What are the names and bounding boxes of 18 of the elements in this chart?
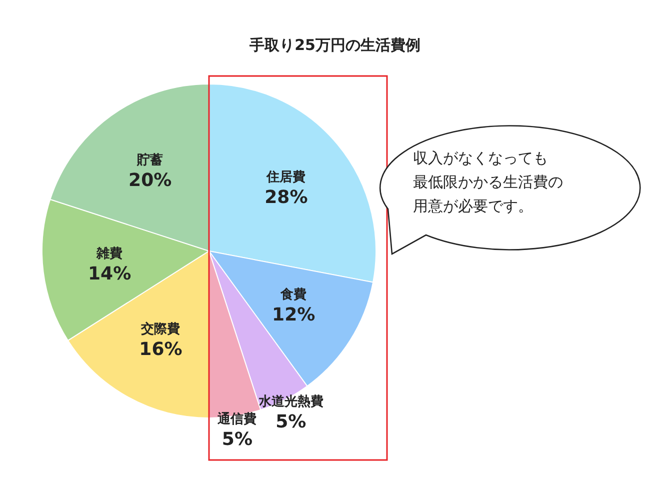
slice-label: 貯蓄 — [136, 152, 164, 168]
data-label: 5% — [222, 429, 252, 450]
chart-title: 手取り25万円の生活費例 — [248, 36, 420, 54]
data-label: 16% — [139, 338, 182, 360]
slice-label: 住居費 — [266, 170, 306, 186]
data-label: 20% — [128, 170, 172, 191]
slice-label: 食費 — [280, 288, 307, 303]
data-label: 5% — [276, 412, 306, 433]
slice-label: 雑費 — [96, 246, 123, 262]
text: 収入がなくなっても — [413, 149, 548, 167]
slice-label: 水道光熱費 — [257, 394, 324, 410]
data-label: 14% — [88, 264, 132, 285]
text: 最低限かかる生活費の — [413, 173, 563, 191]
data-label: 12% — [272, 304, 316, 326]
data-label: 28% — [264, 187, 308, 208]
slice-label: 交際費 — [140, 320, 180, 337]
slice-label: 通信費 — [216, 411, 257, 428]
text: 用意が必要です。 — [413, 197, 533, 215]
